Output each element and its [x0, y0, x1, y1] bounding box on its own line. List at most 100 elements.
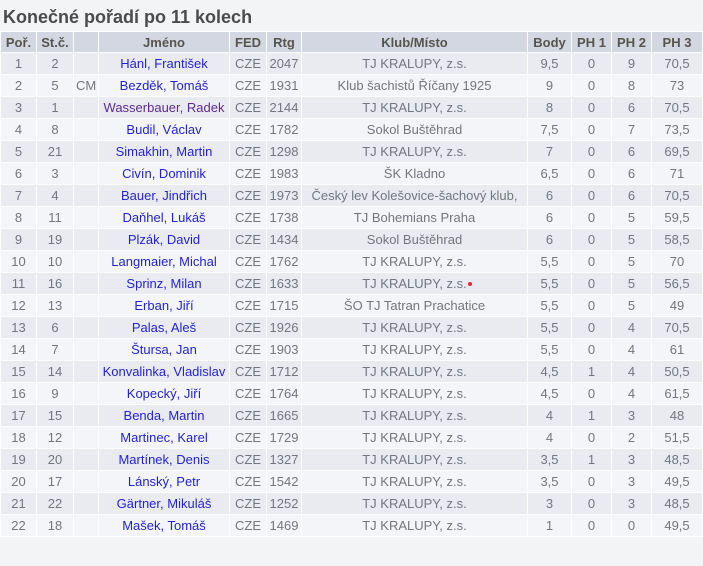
cell-federation: CZE: [230, 75, 266, 96]
cell-tiebreak-3: 58,5: [652, 229, 702, 250]
cell-tiebreak-2: 9: [612, 53, 651, 74]
cell-tiebreak-1: 0: [572, 53, 611, 74]
cell-federation: CZE: [230, 273, 266, 294]
cell-points: 4,5: [528, 383, 571, 404]
cell-tiebreak-2: 6: [612, 97, 651, 118]
player-name-link[interactable]: Wasserbauer, Radek: [103, 100, 225, 115]
table-row: 5 21 Simakhin, Martin CZE 1298 TJ KRALUP…: [1, 141, 702, 162]
cell-tiebreak-1: 0: [572, 163, 611, 184]
table-row: 11 16 Sprinz, Milan CZE 1633 TJ KRALUPY,…: [1, 273, 702, 294]
cell-rank: 4: [1, 119, 36, 140]
player-name-link[interactable]: Simakhin, Martin: [115, 144, 213, 159]
cell-tiebreak-3: 51,5: [652, 427, 702, 448]
cell-club: TJ KRALUPY, z.s.: [302, 427, 527, 448]
cell-player-name: Hánl, František: [99, 53, 229, 74]
cell-points: 5,5: [528, 295, 571, 316]
cell-points: 3,5: [528, 449, 571, 470]
cell-fide-title: [74, 493, 98, 514]
cell-start-number: 8: [37, 119, 73, 140]
player-name-link[interactable]: Palas, Aleš: [131, 320, 197, 335]
cell-tiebreak-2: 8: [612, 75, 651, 96]
cell-federation: CZE: [230, 207, 266, 228]
cell-tiebreak-2: 6: [612, 185, 651, 206]
cell-points: 5,5: [528, 273, 571, 294]
cell-rating: 1434: [267, 229, 301, 250]
player-name-link[interactable]: Sprinz, Milan: [126, 276, 202, 291]
cell-fide-title: [74, 339, 98, 360]
cell-federation: CZE: [230, 53, 266, 74]
player-name-link[interactable]: Lánský, Petr: [127, 474, 201, 489]
cell-player-name: Daňhel, Lukáš: [99, 207, 229, 228]
cell-tiebreak-2: 5: [612, 251, 651, 272]
table-row: 10 10 Langmaier, Michal CZE 1762 TJ KRAL…: [1, 251, 702, 272]
cell-tiebreak-3: 70,5: [652, 317, 702, 338]
cell-start-number: 17: [37, 471, 73, 492]
cell-tiebreak-1: 1: [572, 405, 611, 426]
player-name-link[interactable]: Bauer, Jindřich: [121, 188, 207, 203]
cell-points: 4: [528, 427, 571, 448]
cell-club: Český lev Kolešovice-šachový klub,: [302, 185, 527, 206]
player-name-link[interactable]: Martínek, Denis: [118, 452, 210, 467]
cell-start-number: 15: [37, 405, 73, 426]
player-name-link[interactable]: Konvalinka, Vladislav: [102, 364, 226, 379]
cell-rating: 1665: [267, 405, 301, 426]
cell-rank: 6: [1, 163, 36, 184]
cell-fide-title: [74, 229, 98, 250]
cell-tiebreak-3: 73,5: [652, 119, 702, 140]
cell-tiebreak-3: 49,5: [652, 515, 702, 536]
cell-rank: 10: [1, 251, 36, 272]
cell-tiebreak-2: 3: [612, 405, 651, 426]
cell-points: 4,5: [528, 361, 571, 382]
cell-fide-title: [74, 251, 98, 272]
cell-fide-title: [74, 317, 98, 338]
standings-table: Poř. St.č. Jméno FED Rtg Klub/Místo Body…: [0, 31, 703, 537]
cell-rank: 5: [1, 141, 36, 162]
cell-fide-title: [74, 273, 98, 294]
player-name-link[interactable]: Langmaier, Michal: [111, 254, 217, 269]
table-row: 20 17 Lánský, Petr CZE 1542 TJ KRALUPY, …: [1, 471, 702, 492]
cell-start-number: 6: [37, 317, 73, 338]
cell-tiebreak-2: 0: [612, 515, 651, 536]
table-row: 17 15 Benda, Martin CZE 1665 TJ KRALUPY,…: [1, 405, 702, 426]
player-name-link[interactable]: Erban, Jiří: [134, 298, 194, 313]
cell-rank: 19: [1, 449, 36, 470]
cell-points: 7: [528, 141, 571, 162]
cell-tiebreak-3: 59,5: [652, 207, 702, 228]
cell-federation: CZE: [230, 361, 266, 382]
player-name-link[interactable]: Kopecký, Jiří: [126, 386, 202, 401]
table-row: 4 8 Budil, Václav CZE 1782 Sokol Buštěhr…: [1, 119, 702, 140]
cell-tiebreak-2: 4: [612, 383, 651, 404]
cell-tiebreak-2: 6: [612, 141, 651, 162]
player-name-link[interactable]: Hánl, František: [120, 56, 208, 71]
player-name-link[interactable]: Mašek, Tomáš: [122, 518, 206, 533]
player-name-link[interactable]: Plzák, David: [127, 232, 201, 247]
cell-start-number: 14: [37, 361, 73, 382]
cell-tiebreak-2: 5: [612, 229, 651, 250]
player-name-link[interactable]: Daňhel, Lukáš: [122, 210, 206, 225]
cell-fide-title: [74, 295, 98, 316]
table-row: 9 19 Plzák, David CZE 1434 Sokol Buštěhr…: [1, 229, 702, 250]
player-name-link[interactable]: Gärtner, Mikuláš: [116, 496, 212, 511]
cell-rank: 8: [1, 207, 36, 228]
cell-player-name: Gärtner, Mikuláš: [99, 493, 229, 514]
cell-start-number: 16: [37, 273, 73, 294]
cell-player-name: Wasserbauer, Radek: [99, 97, 229, 118]
player-name-link[interactable]: Štursa, Jan: [131, 342, 197, 357]
cell-tiebreak-2: 2: [612, 427, 651, 448]
cell-club: TJ Bohemians Praha: [302, 207, 527, 228]
cell-rating: 1252: [267, 493, 301, 514]
player-name-link[interactable]: Budil, Václav: [126, 122, 202, 137]
player-name-link[interactable]: Civín, Dominik: [122, 166, 206, 181]
cell-points: 9,5: [528, 53, 571, 74]
player-name-link[interactable]: Martinec, Karel: [120, 430, 208, 445]
cell-rank: 21: [1, 493, 36, 514]
cell-points: 3,5: [528, 471, 571, 492]
col-header-start-number: St.č.: [37, 32, 73, 52]
player-name-link[interactable]: Benda, Martin: [123, 408, 205, 423]
table-row: 1 2 Hánl, František CZE 2047 TJ KRALUPY,…: [1, 53, 702, 74]
table-row: 22 18 Mašek, Tomáš CZE 1469 TJ KRALUPY, …: [1, 515, 702, 536]
player-name-link[interactable]: Bezděk, Tomáš: [119, 78, 209, 93]
cell-federation: CZE: [230, 141, 266, 162]
cell-rank: 3: [1, 97, 36, 118]
cell-fide-title: [74, 207, 98, 228]
